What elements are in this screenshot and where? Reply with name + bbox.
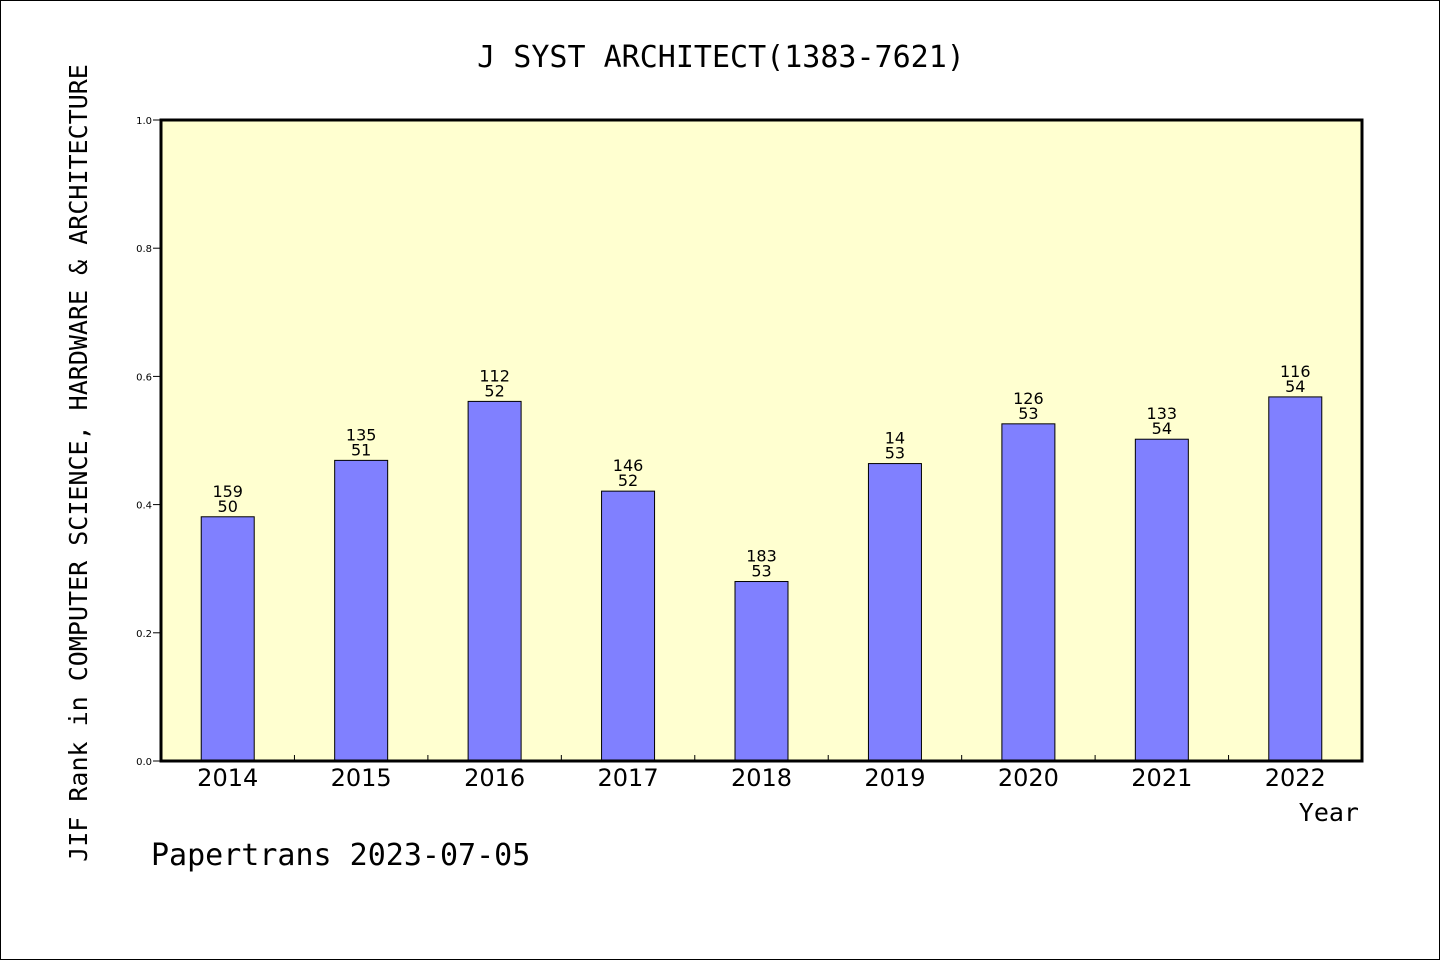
- data-label-total-2019: 53: [885, 444, 905, 463]
- bar-2021: [1134, 438, 1189, 762]
- bar-2015: [334, 459, 389, 762]
- y-tick-label: 0.4: [136, 501, 152, 512]
- data-label-rank-2016: 112: [479, 366, 510, 385]
- bar-2019: [867, 463, 922, 762]
- y-axis-label: JIF Rank in COMPUTER SCIENCE, HARDWARE &…: [64, 64, 93, 862]
- x-tick-label-2016: 2016: [464, 764, 525, 792]
- data-label-rank-2015: 135: [346, 425, 377, 444]
- data-label-total-2016: 52: [484, 381, 504, 400]
- footer-credit: Papertrans 2023-07-05: [151, 838, 530, 873]
- bar-2022: [1268, 396, 1323, 762]
- bar-2018: [734, 581, 789, 762]
- bar-2016: [467, 400, 522, 762]
- x-tick-label-2021: 2021: [1131, 764, 1192, 792]
- y-tick-label: 0.6: [136, 372, 152, 383]
- data-label-total-2022: 54: [1285, 377, 1305, 396]
- chart-title: J SYST ARCHITECT(1383-7621): [477, 40, 965, 75]
- data-label-rank-2018: 183: [746, 547, 777, 566]
- x-axis-label: Year: [1299, 798, 1359, 827]
- data-label-rank-2021: 133: [1147, 404, 1178, 423]
- x-tick-label-2015: 2015: [331, 764, 392, 792]
- x-tick-label-2017: 2017: [598, 764, 659, 792]
- data-label-rank-2020: 126: [1013, 389, 1044, 408]
- x-tick-label-2018: 2018: [731, 764, 792, 792]
- data-label-total-2015: 51: [351, 440, 371, 459]
- plot-frame: [159, 118, 1364, 763]
- y-axis: 0.0 0.2 0.4 0.6 0.8 1.0: [136, 116, 161, 768]
- bar-2014: [200, 516, 255, 762]
- x-tick-label-2022: 2022: [1265, 764, 1326, 792]
- data-label-total-2020: 53: [1018, 404, 1038, 423]
- y-tick-label: 0.0: [136, 757, 152, 768]
- data-label-total-2021: 54: [1152, 419, 1172, 438]
- bar-2017: [601, 490, 656, 762]
- y-tick-label: 0.8: [136, 244, 152, 255]
- x-axis: 2014 2015 2016 2017 2018 2019 2020 2021 2022: [197, 755, 1326, 792]
- bars: [200, 396, 1323, 762]
- y-tick-label: 0.2: [136, 629, 152, 640]
- data-label-rank-2014: 159: [212, 482, 243, 501]
- x-tick-label-2020: 2020: [998, 764, 1059, 792]
- x-tick-label-2014: 2014: [197, 764, 258, 792]
- y-tick-label: 1.0: [136, 116, 152, 127]
- data-label-total-2014: 50: [218, 497, 238, 516]
- data-label-rank-2017: 146: [613, 456, 644, 475]
- data-label-total-2018: 53: [751, 562, 771, 581]
- x-tick-label-2019: 2019: [864, 764, 925, 792]
- data-label-total-2017: 52: [618, 471, 638, 490]
- data-label-rank-2022: 116: [1280, 362, 1311, 381]
- bar-2020: [1001, 423, 1056, 762]
- data-label-rank-2019: 14: [885, 429, 905, 448]
